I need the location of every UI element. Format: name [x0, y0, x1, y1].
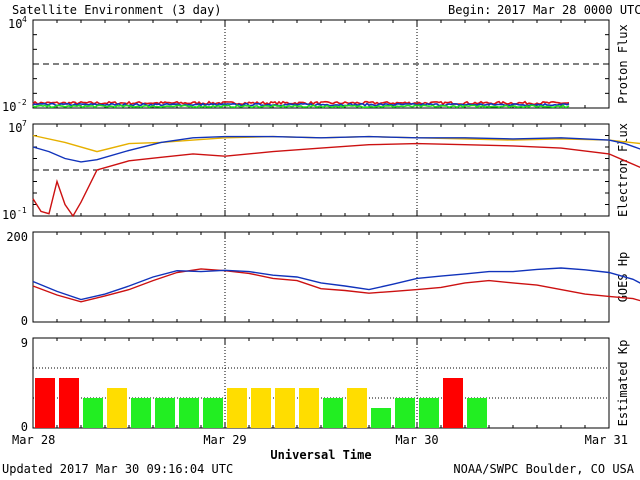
kp-bar	[131, 398, 151, 428]
kp-bar	[443, 378, 463, 428]
y-axis-label-kp: Estimated Kp	[616, 340, 630, 427]
kp-bar	[155, 398, 175, 428]
kp-bar	[35, 378, 55, 428]
y-tick-exp-bottom-electron: -1	[17, 206, 27, 215]
y-tick-label-bottom-kp: 0	[21, 420, 28, 434]
kp-bar	[107, 388, 127, 428]
x-tick-label: Mar 28	[12, 433, 55, 447]
kp-bar	[179, 398, 199, 428]
kp-bar	[299, 388, 319, 428]
y-tick-label-bottom-proton: 10	[2, 100, 16, 114]
kp-bar	[371, 408, 391, 428]
kp-bar	[467, 398, 487, 428]
y-tick-exp-top-electron: 7	[22, 119, 27, 128]
y-axis-label-electron: Electron Flux	[616, 123, 630, 217]
electron-series-1	[32, 135, 640, 163]
kp-bar	[203, 398, 223, 428]
begin-value: 2017 Mar 28 0000 UTC	[497, 3, 640, 17]
x-tick-label: Mar 29	[203, 433, 246, 447]
kp-bar	[83, 398, 103, 428]
kp-bar	[395, 398, 415, 428]
kp-bar	[251, 388, 271, 428]
kp-bar	[227, 388, 247, 428]
proton-series-0	[32, 100, 570, 106]
kp-bar	[323, 398, 343, 428]
kp-bar	[275, 388, 295, 428]
panel-frame-proton	[32, 19, 610, 109]
updated-timestamp: Updated 2017 Mar 30 09:16:04 UTC	[2, 462, 234, 476]
x-tick-label: Mar 30	[395, 433, 438, 447]
y-tick-label-top-electron: 10	[8, 121, 22, 135]
y-tick-label-top-proton: 10	[8, 17, 22, 31]
kp-bar	[419, 398, 439, 428]
panel-frame-goes_hp	[32, 231, 610, 323]
y-tick-label-bottom-goes_hp: 0	[21, 314, 28, 328]
y-tick-exp-top-proton: 4	[22, 15, 27, 24]
kp-bar	[347, 388, 367, 428]
y-axis-label-proton: Proton Flux	[616, 24, 630, 103]
proton-series-2	[32, 104, 570, 109]
goes-hp-series-1	[32, 267, 640, 301]
begin-label: Begin:	[448, 3, 492, 17]
source-credit: NOAA/SWPC Boulder, CO USA	[453, 462, 634, 476]
y-tick-label-top-goes_hp: 200	[6, 230, 28, 244]
chart-title: Satellite Environment (3 day)	[12, 3, 222, 17]
x-axis-title: Universal Time	[270, 448, 371, 462]
y-tick-label-top-kp: 9	[21, 336, 28, 350]
x-tick-label: Mar 31	[585, 433, 628, 447]
y-tick-exp-bottom-proton: -2	[17, 98, 27, 107]
proton-series-1	[32, 102, 570, 107]
y-tick-label-bottom-electron: 10	[2, 208, 16, 222]
electron-series-2	[32, 142, 640, 218]
kp-bar	[59, 378, 79, 428]
goes-hp-series-0	[32, 268, 640, 303]
